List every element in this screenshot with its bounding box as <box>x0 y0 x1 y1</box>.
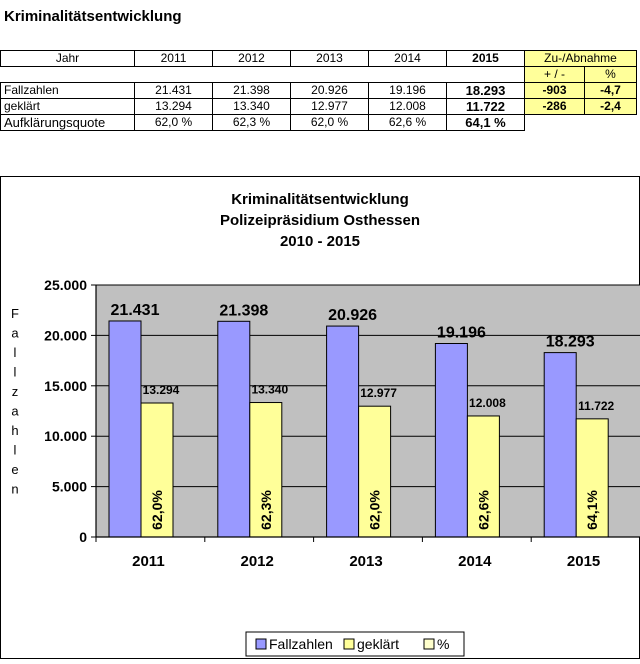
data-label-geklaert: 12.977 <box>360 386 397 400</box>
y-axis-label-letter: e <box>11 462 18 477</box>
table-row: geklärt 13.294 13.340 12.977 12.008 11.7… <box>0 98 637 115</box>
x-tick-label: 2015 <box>567 553 600 570</box>
table-cell: 21.431 <box>134 82 213 99</box>
table-header-change: Zu-/Abnahme <box>524 50 637 67</box>
page-title: Kriminalitätsentwicklung <box>4 8 182 25</box>
y-axis-label-letter: a <box>11 326 19 341</box>
stats-table: Jahr 2011 2012 2013 2014 2015 Zu-/Abnahm… <box>0 50 637 131</box>
bar-fallzahlen <box>217 320 251 538</box>
y-axis-label-letter: n <box>11 482 18 497</box>
table-cell-change-abs: -286 <box>524 98 585 115</box>
y-axis-label-letter: z <box>12 384 19 399</box>
table-cell: 13.340 <box>212 98 291 115</box>
table-cell: 13.294 <box>134 98 213 115</box>
table-cell: 19.196 <box>368 82 447 99</box>
table-cell: 62,0 % <box>290 114 369 131</box>
y-axis-label-letter: h <box>11 423 18 438</box>
x-tick-label: 2013 <box>349 553 382 570</box>
legend-swatch <box>423 638 435 650</box>
table-subheader-row: + / - % <box>0 66 637 83</box>
x-tick-label: 2011 <box>132 553 165 570</box>
legend-label: Fallzahlen <box>269 636 333 652</box>
y-tick-label: 10.000 <box>44 428 87 444</box>
chart-container: Kriminalitätsentwicklung Polizeipräsidium… <box>0 176 640 659</box>
table-cell-change-abs: -903 <box>524 82 585 99</box>
data-label-quote: 62,0% <box>367 490 383 530</box>
data-label-quote: 62,0% <box>149 490 165 530</box>
table-cell: 12.977 <box>290 98 369 115</box>
data-label-geklaert: 13.340 <box>251 383 288 397</box>
y-axis-label-letter: l <box>14 365 17 380</box>
table-cell-change-pct: -2,4 <box>584 98 637 115</box>
table-cell: 20.926 <box>290 82 369 99</box>
chart-title-line: 2010 - 2015 <box>280 233 360 250</box>
data-label-fallzahlen: 20.926 <box>328 307 377 324</box>
table-header-year: 2013 <box>290 50 369 67</box>
data-label-fallzahlen: 18.293 <box>546 334 595 351</box>
y-axis-label-letter: a <box>11 404 19 419</box>
bar-geklaert <box>466 415 500 538</box>
table-cell: 62,6 % <box>368 114 447 131</box>
data-label-quote: 62,3% <box>258 490 274 530</box>
y-tick-label: 5.000 <box>52 479 87 495</box>
legend-swatch <box>343 638 355 650</box>
bar-fallzahlen <box>434 343 468 538</box>
data-label-geklaert: 13.294 <box>143 383 180 397</box>
data-label-fallzahlen: 21.431 <box>111 302 160 319</box>
legend-swatch <box>255 638 267 650</box>
legend-label: geklärt <box>357 636 399 652</box>
table-cell: 62,3 % <box>212 114 291 131</box>
y-tick-label: 25.000 <box>44 277 87 293</box>
legend-label: % <box>437 636 449 652</box>
table-header-change-pct: % <box>584 66 637 83</box>
table-cell-change-pct: -4,7 <box>584 82 637 99</box>
table-cell: 64,1 % <box>446 114 525 131</box>
bar-geklaert <box>249 402 283 538</box>
table-header-year: 2014 <box>368 50 447 67</box>
row-label: geklärt <box>0 98 135 115</box>
bar-fallzahlen <box>108 320 142 538</box>
y-axis-label-letter: l <box>14 443 17 458</box>
data-label-fallzahlen: 19.196 <box>437 325 486 342</box>
bar-fallzahlen <box>326 325 360 538</box>
table-header-row: Jahr 2011 2012 2013 2014 2015 Zu-/Abnahm… <box>0 50 637 67</box>
table-header-year: 2015 <box>446 50 525 67</box>
data-label-fallzahlen: 21.398 <box>219 302 268 319</box>
table-row: Fallzahlen 21.431 21.398 20.926 19.196 1… <box>0 82 637 99</box>
table-cell: 21.398 <box>212 82 291 99</box>
data-label-quote: 64,1% <box>584 490 600 530</box>
table-header-change-abs: + / - <box>524 66 585 83</box>
y-tick-label: 20.000 <box>44 327 87 343</box>
chart-title-line: Polizeipräsidium Osthessen <box>220 212 420 229</box>
table-cell: 11.722 <box>446 98 525 115</box>
table-cell: 18.293 <box>446 82 525 99</box>
bar-chart: Kriminalitätsentwicklung Polizeipräsidium… <box>0 176 640 659</box>
bar-geklaert <box>140 402 174 538</box>
bar-fallzahlen <box>543 352 577 538</box>
y-axis-label-letter: F <box>11 306 19 321</box>
table-header-label: Jahr <box>0 50 135 67</box>
x-tick-label: 2012 <box>241 553 274 570</box>
bar-geklaert <box>358 405 392 538</box>
table-row: Aufklärungsquote 62,0 % 62,3 % 62,0 % 62… <box>0 114 637 131</box>
table-header-year: 2011 <box>134 50 213 67</box>
x-tick-label: 2014 <box>458 553 492 570</box>
table-header-year: 2012 <box>212 50 291 67</box>
data-label-geklaert: 11.722 <box>578 399 614 413</box>
row-label: Aufklärungsquote <box>0 114 135 131</box>
chart-title-line: Kriminalitätsentwicklung <box>231 191 409 208</box>
y-tick-label: 15.000 <box>44 378 87 394</box>
table-cell: 62,0 % <box>134 114 213 131</box>
table-cell: 12.008 <box>368 98 447 115</box>
bar-geklaert <box>575 418 609 538</box>
y-axis-label-letter: l <box>14 345 17 360</box>
y-tick-label: 0 <box>79 529 87 545</box>
data-label-geklaert: 12.008 <box>469 396 506 410</box>
data-label-quote: 62,6% <box>475 490 491 530</box>
row-label: Fallzahlen <box>0 82 135 99</box>
